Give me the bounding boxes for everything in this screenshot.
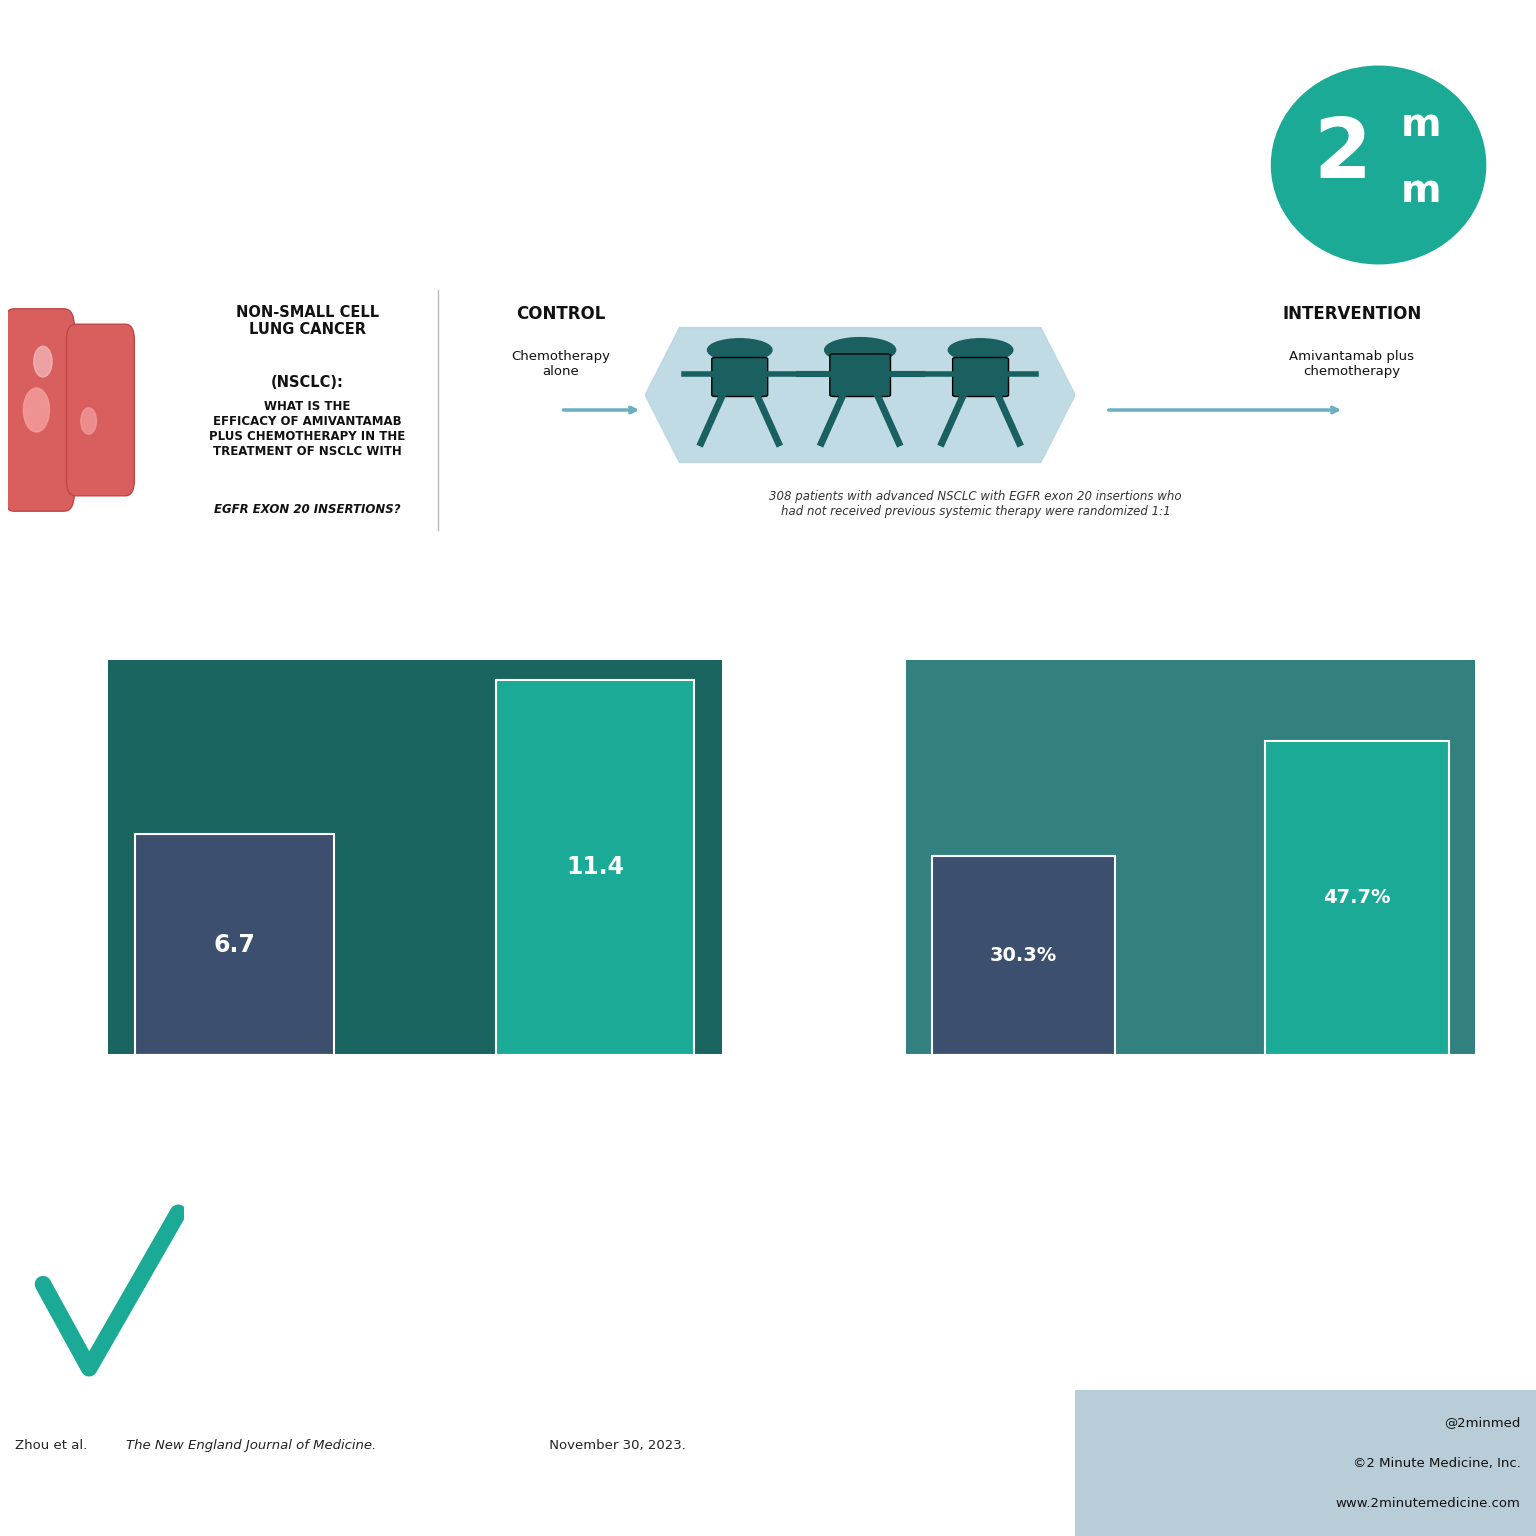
Text: November 30, 2023.: November 30, 2023. [545, 1439, 687, 1452]
Text: Rate ratio: Rate ratio [814, 1101, 915, 1120]
Text: Chemotherapy
alone: Chemotherapy alone [511, 350, 610, 378]
Text: 308 patients with advanced NSCLC with EGFR exon 20 insertions who
had not receiv: 308 patients with advanced NSCLC with EG… [770, 490, 1181, 518]
Text: www.2minutemedicine.com: www.2minutemedicine.com [1336, 1498, 1521, 1510]
Text: PRIMARY OUTCOME: PRIMARY OUTCOME [230, 567, 538, 594]
Text: EGFR EXON 20 INSERTIONS?: EGFR EXON 20 INSERTIONS? [214, 502, 401, 516]
Text: The New England Journal of Medicine.: The New England Journal of Medicine. [126, 1439, 376, 1452]
FancyBboxPatch shape [3, 309, 74, 511]
FancyBboxPatch shape [952, 358, 1009, 396]
Text: 11.4: 11.4 [565, 856, 624, 880]
Y-axis label: Percentage of patients: Percentage of patients [865, 786, 879, 928]
Text: exon 20 insertions.: exon 20 insertions. [488, 1315, 687, 1333]
Text: Exon 20 Insertions Showed: Exon 20 Insertions Showed [449, 138, 903, 167]
Text: TM: TM [1468, 77, 1479, 86]
Text: Lung Cancer with: Lung Cancer with [31, 138, 327, 167]
Text: ©2 Minute Medicine, Inc.: ©2 Minute Medicine, Inc. [1353, 1456, 1521, 1470]
FancyBboxPatch shape [66, 324, 134, 496]
Text: Progression-free survival: Progression-free survival [293, 619, 475, 634]
FancyBboxPatch shape [711, 358, 768, 396]
Circle shape [948, 339, 1012, 361]
Circle shape [23, 389, 49, 432]
Text: Superior Progression-Free Survival Than Chemotherapy: Superior Progression-Free Survival Than … [31, 189, 948, 217]
Polygon shape [645, 327, 1075, 462]
Text: @2minmed: @2minmed [1444, 1416, 1521, 1428]
Text: INTERVENTION: INTERVENTION [1283, 306, 1421, 323]
Text: Zhou et al.: Zhou et al. [15, 1439, 92, 1452]
Text: m: m [1401, 172, 1442, 210]
Text: Objective response (complete or partial response according to the
Response Evalu: Objective response (complete or partial … [945, 621, 1359, 650]
Text: Amivantamab plus
chemotherapy: Amivantamab plus chemotherapy [1289, 350, 1415, 378]
Bar [1266, 740, 1448, 1055]
Text: 6.7: 6.7 [214, 932, 255, 957]
Circle shape [34, 346, 52, 376]
Bar [496, 680, 694, 1055]
FancyBboxPatch shape [1075, 1390, 1536, 1536]
Circle shape [825, 338, 895, 362]
Text: 95% CI 1.32-1.68
P<0.001: 95% CI 1.32-1.68 P<0.001 [1190, 1097, 1292, 1124]
Text: free survival compared to chemotherapy alone in patients with advanced: free survival compared to chemotherapy a… [230, 1260, 974, 1278]
Y-axis label: Median Progression-Free
Survival (months)): Median Progression-Free Survival (months… [52, 780, 80, 934]
Text: WHAT IS THE
EFFICACY OF AMIVANTAMAB
PLUS CHEMOTHERAPY IN THE
TREATMENT OF NSCLC : WHAT IS THE EFFICACY OF AMIVANTAMAB PLUS… [209, 399, 406, 458]
Text: NSCLC with: NSCLC with [230, 1315, 353, 1333]
Text: 95% CI 0.30-0.53
P<0.001: 95% CI 0.30-0.53 P<0.001 [422, 1097, 524, 1124]
Text: 1.50: 1.50 [1029, 1089, 1132, 1130]
Bar [932, 856, 1115, 1055]
Text: 30.3%: 30.3% [991, 946, 1057, 965]
Text: (NSCLC):: (NSCLC): [270, 375, 344, 390]
Text: EGFR: EGFR [372, 138, 458, 167]
Text: NON-SMALL CELL
LUNG CANCER: NON-SMALL CELL LUNG CANCER [235, 306, 379, 338]
Text: Alone: Alone [31, 238, 124, 266]
Text: 47.7%: 47.7% [1324, 888, 1390, 908]
Circle shape [708, 339, 773, 361]
Circle shape [1269, 65, 1488, 266]
Text: SECONDARY OUTCOME: SECONDARY OUTCOME [974, 567, 1330, 594]
Text: m: m [1401, 106, 1442, 144]
Text: The use of amivantamab and chemotherapy resulted in longer progression-: The use of amivantamab and chemotherapy … [230, 1201, 997, 1221]
Text: 2: 2 [1313, 114, 1372, 195]
Bar [135, 834, 333, 1055]
Circle shape [81, 407, 97, 435]
Text: CONTROL: CONTROL [516, 306, 605, 323]
FancyBboxPatch shape [829, 353, 891, 396]
Text: EGFR: EGFR [427, 1315, 481, 1333]
Text: Amivantamab plus Chemotherapy in Non-Small Cell: Amivantamab plus Chemotherapy in Non-Sma… [31, 89, 879, 117]
Text: 0.40: 0.40 [261, 1089, 364, 1130]
Text: Hazard ratio: Hazard ratio [46, 1101, 172, 1120]
